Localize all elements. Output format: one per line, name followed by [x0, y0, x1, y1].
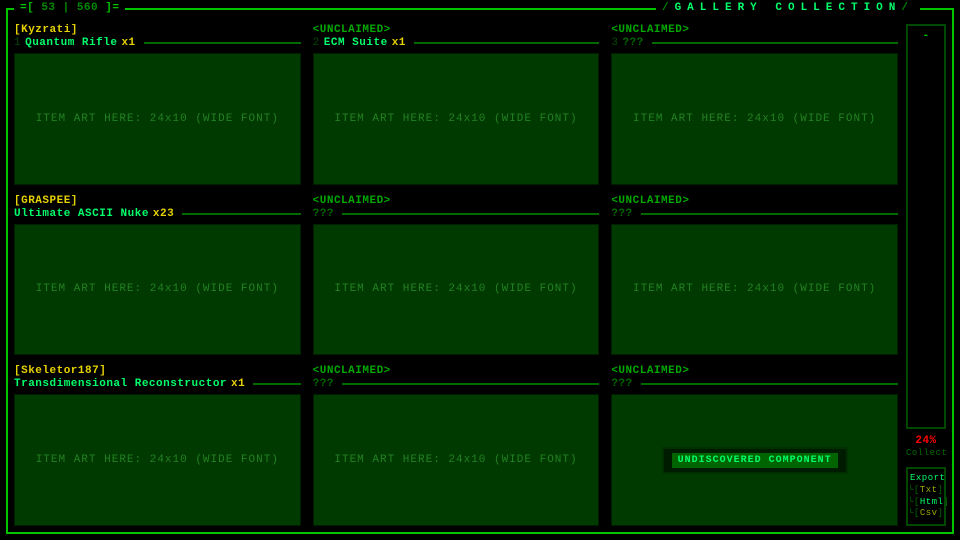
frame-border-bottom	[6, 532, 954, 534]
cell-owner: [GRASPEE]	[14, 195, 301, 207]
cell-title-line: ???	[611, 208, 898, 220]
cell-owner: <UNCLAIMED>	[313, 195, 600, 207]
cell-art-placeholder: ITEM ART HERE: 24x10 (WIDE FONT)	[313, 394, 600, 526]
cell-art-placeholder: ITEM ART HERE: 24x10 (WIDE FONT)	[14, 53, 301, 185]
cell-title-line: 1Quantum Riflex1	[14, 37, 301, 49]
export-header: Export	[908, 473, 944, 483]
cell-title-line: Transdimensional Reconstructorx1	[14, 378, 301, 390]
gallery-cell[interactable]: <UNCLAIMED>3??? ITEM ART HERE: 24x10 (WID…	[611, 24, 898, 185]
gallery-cell[interactable]: <UNCLAIMED>??? ITEM ART HERE: 24x10 (WIDE…	[611, 195, 898, 356]
counter-current: 53	[41, 2, 55, 14]
progress-percent: 24%	[906, 435, 946, 448]
cell-owner: <UNCLAIMED>	[611, 195, 898, 207]
counter-total: 560	[77, 2, 98, 14]
header-title: /GALLERY COLLECTION/	[656, 2, 920, 14]
gallery-cell[interactable]: [Skeletor187]Transdimensional Reconstruc…	[14, 365, 301, 526]
cell-title-line: ???	[313, 378, 600, 390]
gallery-cell[interactable]: <UNCLAIMED>??? ITEM ART HERE: 24x10 (WIDE…	[313, 195, 600, 356]
cell-owner: <UNCLAIMED>	[611, 365, 898, 377]
cell-art-placeholder: ITEM ART HERE: 24x10 (WIDE FONT)	[14, 224, 301, 356]
sidebar-export-panel: Export └[Txt]└[Html]└[Csv]	[906, 467, 946, 526]
sidebar: - 24% Collect Export └[Txt]└[Html]└[Csv]	[906, 24, 946, 526]
gallery-cell[interactable]: <UNCLAIMED>??? UNDISCOVERED COMPONENT	[611, 365, 898, 526]
cell-art-placeholder: ITEM ART HERE: 24x10 (WIDE FONT)	[313, 53, 600, 185]
cell-title-line: 3???	[611, 37, 898, 49]
cell-owner: [Skeletor187]	[14, 365, 301, 377]
sidebar-progress: 24% Collect	[906, 435, 946, 459]
frame-border-left	[6, 8, 8, 534]
progress-label: Collect	[906, 448, 946, 459]
cell-owner: <UNCLAIMED>	[611, 24, 898, 36]
gallery-cell[interactable]: <UNCLAIMED>2ECM Suitex1 ITEM ART HERE: 24…	[313, 24, 600, 185]
cell-owner: <UNCLAIMED>	[313, 365, 600, 377]
sidebar-scroll-thumb[interactable]: -	[908, 30, 944, 42]
cell-title-line: 2ECM Suitex1	[313, 37, 600, 49]
screen: =[ 53 | 560 ]= /GALLERY COLLECTION/ - 24…	[0, 0, 960, 540]
gallery-cell[interactable]: [Kyzrati]1Quantum Riflex1 ITEM ART HERE: …	[14, 24, 301, 185]
cell-art-placeholder: ITEM ART HERE: 24x10 (WIDE FONT)	[611, 224, 898, 356]
cell-title-line: Ultimate ASCII Nukex23	[14, 208, 301, 220]
cell-art-placeholder: ITEM ART HERE: 24x10 (WIDE FONT)	[14, 394, 301, 526]
cell-art-placeholder: ITEM ART HERE: 24x10 (WIDE FONT)	[313, 224, 600, 356]
cell-art-placeholder: ITEM ART HERE: 24x10 (WIDE FONT)	[611, 53, 898, 185]
frame-border-right	[952, 8, 954, 534]
gallery-grid: [Kyzrati]1Quantum Riflex1 ITEM ART HERE: …	[14, 24, 898, 526]
export-option-txt[interactable]: └[Txt]	[908, 485, 944, 497]
cell-art-undiscovered: UNDISCOVERED COMPONENT	[611, 394, 898, 526]
cell-owner: <UNCLAIMED>	[313, 24, 600, 36]
header-counter: =[ 53 | 560 ]=	[14, 2, 125, 14]
header-title-text: GALLERY COLLECTION	[675, 2, 902, 14]
cell-title-line: ???	[313, 208, 600, 220]
cell-title-line: ???	[611, 378, 898, 390]
export-option-html[interactable]: └[Html]	[908, 497, 944, 509]
gallery-cell[interactable]: <UNCLAIMED>??? ITEM ART HERE: 24x10 (WIDE…	[313, 365, 600, 526]
gallery-cell[interactable]: [GRASPEE]Ultimate ASCII Nukex23 ITEM ART …	[14, 195, 301, 356]
export-option-csv[interactable]: └[Csv]	[908, 508, 944, 520]
sidebar-scroll-track[interactable]: -	[906, 24, 946, 429]
cell-owner: [Kyzrati]	[14, 24, 301, 36]
